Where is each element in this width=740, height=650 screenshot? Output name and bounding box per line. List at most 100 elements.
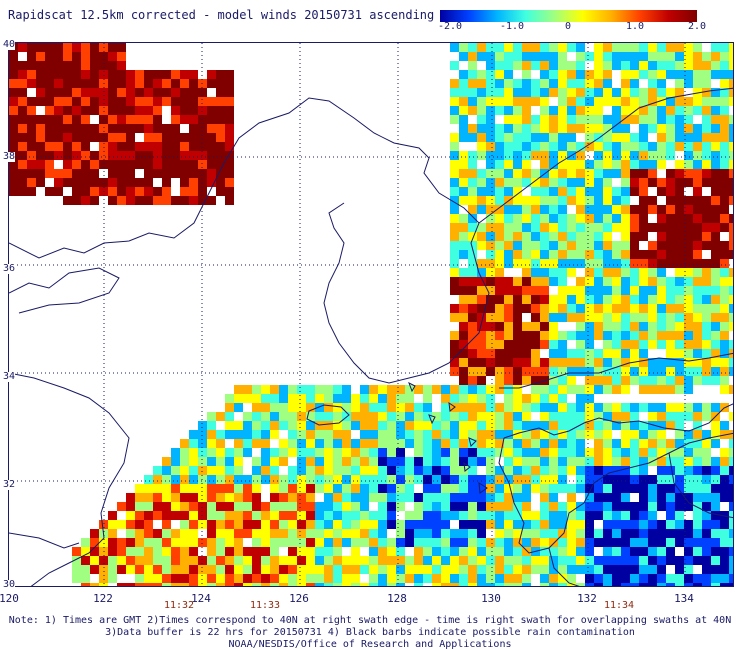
wind-cell xyxy=(630,259,639,268)
wind-cell xyxy=(423,547,432,556)
wind-cell xyxy=(603,475,612,484)
wind-cell xyxy=(279,412,288,421)
wind-cell xyxy=(207,511,216,520)
wind-cell xyxy=(9,88,18,97)
wind-cell xyxy=(594,313,603,322)
wind-cell xyxy=(720,61,729,70)
wind-cell xyxy=(477,52,486,61)
wind-cell xyxy=(135,574,144,583)
wind-cell xyxy=(180,538,189,547)
wind-cell xyxy=(315,394,324,403)
wind-cell xyxy=(342,484,351,493)
wind-cell xyxy=(639,115,648,124)
wind-cell xyxy=(414,547,423,556)
wind-cell xyxy=(468,133,477,142)
wind-cell xyxy=(495,214,504,223)
wind-cell xyxy=(180,79,189,88)
wind-cell xyxy=(639,214,648,223)
wind-cell xyxy=(657,151,666,160)
wind-cell xyxy=(657,322,666,331)
wind-cell xyxy=(666,115,675,124)
wind-cell xyxy=(153,574,162,583)
wind-cell xyxy=(63,88,72,97)
swath-time-label: 11:32 xyxy=(163,600,195,611)
wind-cell xyxy=(558,529,567,538)
wind-cell xyxy=(441,493,450,502)
wind-cell xyxy=(459,583,468,586)
wind-cell xyxy=(639,88,648,97)
wind-cell xyxy=(612,286,621,295)
wind-cell xyxy=(108,160,117,169)
wind-cell xyxy=(630,187,639,196)
wind-cell xyxy=(540,412,549,421)
wind-cell xyxy=(225,421,234,430)
wind-cell xyxy=(594,403,603,412)
wind-cell xyxy=(207,547,216,556)
wind-cell xyxy=(711,151,720,160)
wind-cell xyxy=(234,457,243,466)
wind-cell xyxy=(423,412,432,421)
wind-cell xyxy=(270,502,279,511)
wind-cell xyxy=(144,97,153,106)
wind-cell xyxy=(720,223,729,232)
wind-cell xyxy=(549,583,558,586)
wind-cell xyxy=(306,583,315,586)
wind-cell xyxy=(576,304,585,313)
wind-cell xyxy=(603,403,612,412)
wind-cell xyxy=(531,43,540,52)
wind-cell xyxy=(423,556,432,565)
wind-cell xyxy=(450,232,459,241)
wind-cell xyxy=(567,88,576,97)
wind-cell xyxy=(711,340,720,349)
wind-cell xyxy=(720,205,729,214)
wind-cell xyxy=(207,97,216,106)
wind-cell xyxy=(531,151,540,160)
wind-cell xyxy=(504,376,513,385)
wind-cell xyxy=(540,475,549,484)
wind-cell xyxy=(621,124,630,133)
wind-cell xyxy=(486,403,495,412)
wind-cell xyxy=(567,295,576,304)
wind-cell xyxy=(549,133,558,142)
wind-cell xyxy=(441,565,450,574)
wind-cell xyxy=(531,511,540,520)
wind-cell xyxy=(450,475,459,484)
wind-cell xyxy=(423,394,432,403)
wind-cell xyxy=(630,448,639,457)
wind-cell xyxy=(648,529,657,538)
wind-cell xyxy=(513,412,522,421)
wind-cell xyxy=(540,187,549,196)
wind-cell xyxy=(531,286,540,295)
wind-cell xyxy=(144,142,153,151)
wind-cell xyxy=(522,556,531,565)
wind-cell xyxy=(180,466,189,475)
wind-cell xyxy=(342,466,351,475)
wind-cell xyxy=(405,556,414,565)
wind-cell xyxy=(576,511,585,520)
wind-cell xyxy=(414,538,423,547)
wind-cell xyxy=(18,106,27,115)
wind-cell xyxy=(153,160,162,169)
wind-cell xyxy=(225,457,234,466)
wind-cell xyxy=(162,466,171,475)
wind-cell xyxy=(144,70,153,79)
wind-cell xyxy=(180,574,189,583)
wind-cell xyxy=(153,565,162,574)
wind-cell xyxy=(504,475,513,484)
wind-cell xyxy=(189,511,198,520)
wind-cell xyxy=(486,142,495,151)
wind-cell xyxy=(324,394,333,403)
wind-cell xyxy=(648,178,657,187)
wind-cell xyxy=(504,295,513,304)
wind-cell xyxy=(261,439,270,448)
wind-cell xyxy=(675,295,684,304)
wind-cell xyxy=(711,529,720,538)
wind-cell xyxy=(333,394,342,403)
wind-cell xyxy=(306,412,315,421)
wind-cell xyxy=(477,511,486,520)
wind-cell xyxy=(603,502,612,511)
wind-cell xyxy=(270,394,279,403)
wind-cell xyxy=(630,403,639,412)
wind-cell xyxy=(270,484,279,493)
wind-cell xyxy=(567,547,576,556)
